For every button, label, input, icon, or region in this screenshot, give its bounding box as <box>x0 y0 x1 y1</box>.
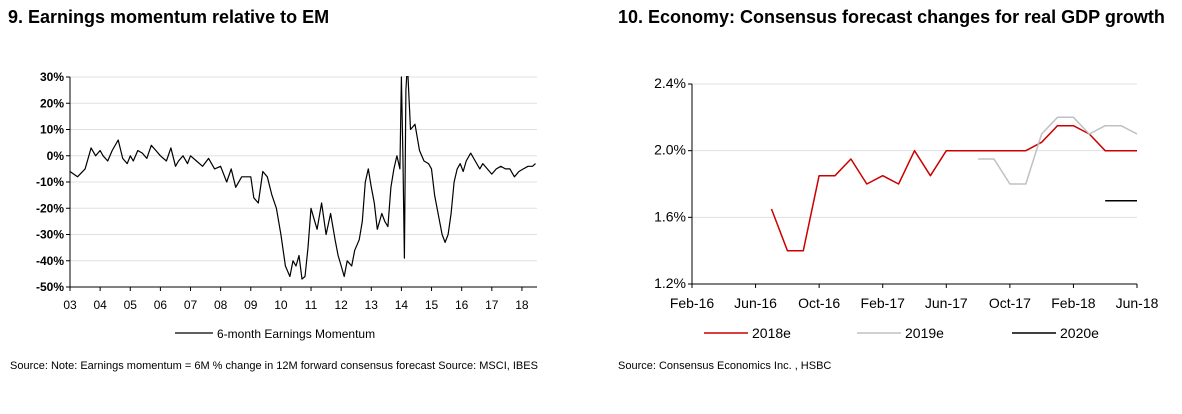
y-tick-label: 10% <box>40 123 64 137</box>
y-tick-label: -10% <box>36 175 64 189</box>
x-tick-label: 18 <box>515 298 529 312</box>
legend-label: 2019e <box>905 325 944 341</box>
x-tick-label: 16 <box>455 298 469 312</box>
legend-label: 6-month Earnings Momentum <box>217 327 375 341</box>
x-tick-label: 15 <box>425 298 439 312</box>
x-tick-label: 03 <box>63 298 77 312</box>
x-tick-label: 14 <box>395 298 409 312</box>
earnings-momentum-chart: 30% 20% 10% 0% -10% -20% -30% -40% -50% 03 04 05 06 0… <box>36 70 537 341</box>
source-note: Source: Consensus Economics Inc. , HSBC <box>618 360 832 372</box>
x-tick-label: Oct-17 <box>989 295 1031 311</box>
x-tick-label: Feb-17 <box>861 295 906 311</box>
legend-label: 2020e <box>1060 325 1099 341</box>
x-tick-label: Oct-16 <box>798 295 840 311</box>
y-tick-label: 1.6% <box>654 208 686 224</box>
y-tick-label: 2.4% <box>654 75 686 91</box>
series-line-6-month-earnings-momentum <box>70 76 536 280</box>
chart-title: 10. Economy: Consensus forecast changes … <box>618 7 1165 27</box>
x-tick-label: Feb-18 <box>1051 295 1096 311</box>
x-tick-label: 04 <box>93 298 107 312</box>
x-tick-label: 13 <box>365 298 379 312</box>
x-tick-label: 08 <box>214 298 228 312</box>
y-tick-label: 1.2% <box>654 275 686 291</box>
y-tick-label: -40% <box>36 254 64 268</box>
x-tick-label: Jun-17 <box>925 295 968 311</box>
y-tick-label: 0% <box>47 149 65 163</box>
series-line-2019e <box>978 116 1137 185</box>
x-tick-label: 10 <box>274 298 288 312</box>
x-tick-label: 11 <box>305 298 318 312</box>
y-tick-label: -20% <box>36 201 64 215</box>
x-tick-label: 07 <box>184 298 198 312</box>
y-tick-label: -50% <box>36 280 64 294</box>
x-tick-label: 05 <box>124 298 138 312</box>
x-tick-label: 12 <box>334 298 348 312</box>
x-tick-label: Feb-16 <box>670 295 715 311</box>
earnings-momentum-panel: 9. Earnings momentum relative to EM 30% 2… <box>0 0 590 414</box>
x-tick-label: Jun-18 <box>1116 295 1159 311</box>
x-tick-label: 09 <box>244 298 258 312</box>
gdp-forecast-panel: 10. Economy: Consensus forecast changes … <box>612 0 1182 414</box>
y-tick-label: 20% <box>40 96 64 110</box>
x-tick-label: 06 <box>154 298 168 312</box>
x-tick-label: 17 <box>485 298 499 312</box>
x-tick-label: Jun-16 <box>734 295 777 311</box>
y-tick-label: -30% <box>36 228 64 242</box>
y-tick-label: 2.0% <box>654 142 686 158</box>
source-note: Source: Note: Earnings momentum = 6M % c… <box>10 360 538 372</box>
y-tick-label: 30% <box>40 70 64 84</box>
series-line-2018e <box>770 124 1137 252</box>
legend-label: 2018e <box>752 325 791 341</box>
gdp-forecast-chart: 2.4% 2.0% 1.6% 1.2% Feb-16 Jun-16 Oct-16 Feb-17… <box>654 75 1159 341</box>
chart-title: 9. Earnings momentum relative to EM <box>8 7 330 27</box>
